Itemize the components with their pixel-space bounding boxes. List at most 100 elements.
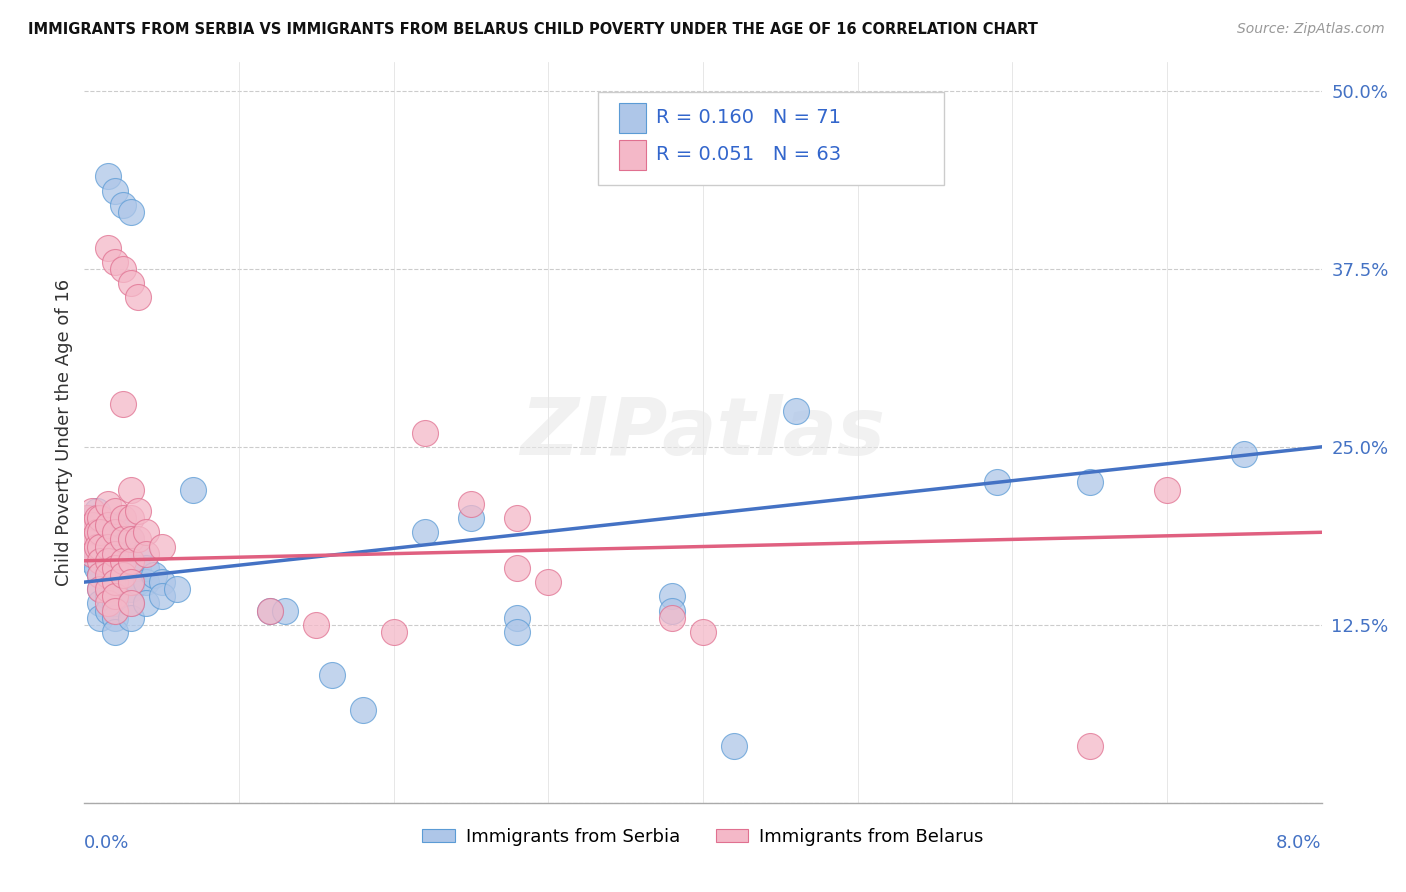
Point — [112, 261, 135, 276]
Point — [96, 582, 118, 597]
Bar — [619, 140, 647, 169]
Point — [413, 425, 436, 440]
Point — [112, 547, 135, 561]
Point — [112, 525, 135, 540]
Point — [143, 568, 166, 582]
Point — [89, 568, 111, 582]
Legend: Immigrants from Serbia, Immigrants from Belarus: Immigrants from Serbia, Immigrants from … — [415, 821, 991, 853]
Point — [96, 604, 118, 618]
Point — [120, 511, 142, 525]
Text: 0.0%: 0.0% — [84, 834, 129, 852]
Point — [259, 604, 281, 618]
Point — [135, 597, 157, 611]
Point — [104, 504, 127, 518]
Point — [104, 525, 127, 540]
Point — [104, 582, 127, 597]
Y-axis label: Child Poverty Under the Age of 16: Child Poverty Under the Age of 16 — [55, 279, 73, 586]
Text: IMMIGRANTS FROM SERBIA VS IMMIGRANTS FROM BELARUS CHILD POVERTY UNDER THE AGE OF: IMMIGRANTS FROM SERBIA VS IMMIGRANTS FRO… — [28, 22, 1038, 37]
Point — [82, 554, 104, 568]
Point — [460, 511, 482, 525]
FancyBboxPatch shape — [598, 92, 945, 185]
Point — [274, 604, 297, 618]
Point — [127, 533, 149, 547]
Point — [76, 511, 98, 525]
Bar — [619, 103, 647, 133]
Point — [112, 533, 135, 547]
Point — [82, 540, 104, 554]
Point — [89, 554, 111, 568]
Point — [112, 198, 135, 212]
Point — [89, 525, 111, 540]
Point — [150, 540, 173, 554]
Point — [460, 497, 482, 511]
Point — [96, 590, 118, 604]
Point — [120, 533, 142, 547]
Point — [135, 561, 157, 575]
Point — [112, 554, 135, 568]
Point — [104, 597, 127, 611]
Point — [96, 169, 118, 184]
Point — [537, 575, 560, 590]
Point — [1078, 739, 1101, 753]
Point — [352, 703, 374, 717]
Point — [413, 525, 436, 540]
Point — [127, 504, 149, 518]
Point — [89, 568, 111, 582]
Point — [96, 597, 118, 611]
Point — [120, 568, 142, 582]
Point — [1156, 483, 1178, 497]
Point — [96, 561, 118, 575]
Point — [86, 511, 108, 525]
Point — [76, 547, 98, 561]
Point — [661, 604, 683, 618]
Point — [112, 397, 135, 411]
Point — [120, 597, 142, 611]
Text: R = 0.051   N = 63: R = 0.051 N = 63 — [657, 145, 841, 164]
Point — [82, 511, 104, 525]
Point — [692, 624, 714, 639]
Point — [382, 624, 405, 639]
Point — [112, 568, 135, 582]
Point — [104, 184, 127, 198]
Point — [135, 547, 157, 561]
Point — [120, 533, 142, 547]
Point — [76, 525, 98, 540]
Point — [89, 597, 111, 611]
Text: Source: ZipAtlas.com: Source: ZipAtlas.com — [1237, 22, 1385, 37]
Point — [506, 610, 529, 624]
Point — [104, 610, 127, 624]
Point — [96, 547, 118, 561]
Point — [96, 518, 118, 533]
Point — [76, 540, 98, 554]
Point — [89, 554, 111, 568]
Point — [120, 582, 142, 597]
Point — [104, 254, 127, 268]
Point — [96, 497, 118, 511]
Point — [127, 561, 149, 575]
Point — [321, 667, 343, 681]
Point — [86, 540, 108, 554]
Point — [181, 483, 204, 497]
Point — [89, 540, 111, 554]
Point — [89, 540, 111, 554]
Point — [82, 547, 104, 561]
Point — [104, 554, 127, 568]
Point — [127, 575, 149, 590]
Point — [259, 604, 281, 618]
Point — [506, 561, 529, 575]
Point — [89, 610, 111, 624]
Point — [89, 582, 111, 597]
Point — [76, 518, 98, 533]
Point — [723, 739, 745, 753]
Point — [150, 575, 173, 590]
Point — [76, 533, 98, 547]
Point — [661, 590, 683, 604]
Point — [104, 547, 127, 561]
Point — [305, 617, 328, 632]
Point — [150, 590, 173, 604]
Point — [104, 604, 127, 618]
Point — [82, 525, 104, 540]
Point — [96, 533, 118, 547]
Point — [785, 404, 807, 418]
Point — [120, 483, 142, 497]
